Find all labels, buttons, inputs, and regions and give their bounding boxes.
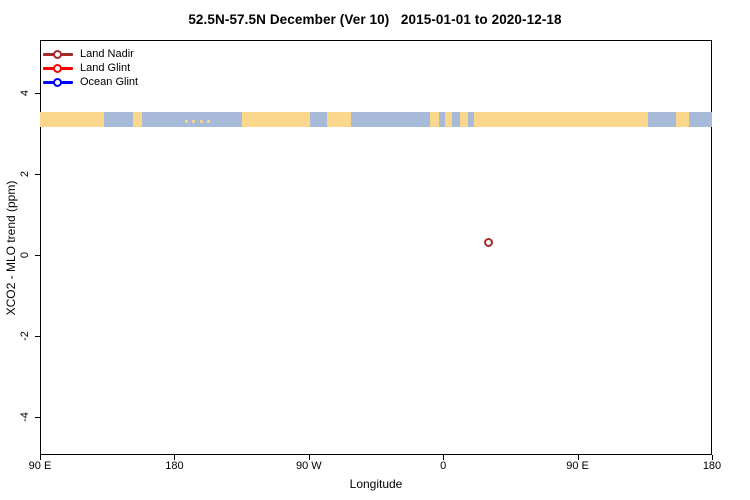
x-tick-mark	[308, 455, 310, 460]
x-tick-label: 90 E	[28, 460, 52, 472]
map-strip-island	[207, 120, 211, 123]
map-strip-island	[192, 120, 196, 123]
x-tick-label: 180	[165, 460, 184, 472]
y-tick-label: 4	[19, 89, 31, 97]
legend-label: Land Glint	[80, 62, 131, 74]
plot-title: 52.5N-57.5N December (Ver 10) 2015-01-01…	[188, 12, 562, 27]
map-strip-land-segment	[40, 112, 105, 127]
map-strip-ocean-segment	[310, 112, 327, 127]
x-tick-mark	[443, 455, 445, 460]
map-strip-land-segment	[241, 112, 311, 127]
map-strip-ocean-segment	[452, 112, 460, 127]
map-strip-land-segment	[676, 112, 690, 127]
x-axis-label: Longitude	[349, 477, 403, 491]
x-tick-mark	[712, 455, 713, 460]
y-tick-label: 2	[19, 170, 31, 178]
open-circle-icon	[53, 49, 62, 59]
legend-item-land-nadir: Land Nadir	[43, 47, 138, 61]
map-strip-ocean-segment	[647, 112, 677, 127]
y-axis-label: XCO2 - MLO trend (ppm)	[4, 180, 18, 316]
world-map-strip	[40, 112, 712, 127]
map-strip-land-segment	[326, 112, 351, 127]
map-strip-ocean-segment	[104, 112, 133, 127]
y-tick-mark	[35, 417, 40, 418]
open-circle-icon	[53, 77, 62, 87]
y-tick-mark	[35, 255, 40, 256]
legend-marker	[43, 77, 73, 87]
plot-area	[40, 40, 712, 455]
legend-item-ocean-glint: Ocean Glint	[43, 75, 138, 89]
map-strip-land-segment	[429, 112, 439, 127]
map-strip-land-segment	[459, 112, 469, 127]
x-tick-label: 90 E	[566, 460, 589, 472]
x-tick-mark	[174, 455, 176, 460]
map-strip-ocean-segment	[438, 112, 445, 127]
legend-label: Ocean Glint	[80, 76, 139, 88]
x-tick-label: 0	[440, 460, 447, 472]
open-circle-icon	[53, 63, 62, 73]
legend: Land Nadir Land Glint Ocean Glint	[43, 47, 138, 89]
y-tick-label: -4	[19, 412, 31, 422]
map-strip-ocean-segment	[689, 112, 712, 127]
y-tick-mark	[35, 174, 40, 175]
map-strip-land-segment	[444, 112, 453, 127]
data-point-land-nadir	[484, 237, 494, 247]
x-tick-label: 90 W	[295, 460, 322, 472]
y-tick-label: -2	[19, 331, 31, 341]
map-strip-ocean-segment	[468, 112, 475, 127]
x-tick-mark	[577, 455, 579, 460]
map-strip-land-segment	[132, 112, 142, 127]
y-tick-mark	[35, 336, 40, 337]
legend-item-land-glint: Land Glint	[43, 61, 138, 75]
legend-label: Land Nadir	[80, 48, 134, 60]
map-strip-ocean-segment	[141, 112, 242, 127]
legend-marker	[43, 49, 73, 59]
map-strip-island	[184, 120, 188, 123]
x-tick-label: 180	[702, 460, 722, 472]
y-tick-mark	[35, 93, 40, 94]
map-strip-land-segment	[474, 112, 648, 127]
map-strip-island	[199, 120, 203, 123]
map-strip-ocean-segment	[350, 112, 430, 127]
x-tick-mark	[40, 455, 41, 460]
legend-marker	[43, 63, 73, 73]
y-tick-label: 0	[19, 251, 31, 259]
